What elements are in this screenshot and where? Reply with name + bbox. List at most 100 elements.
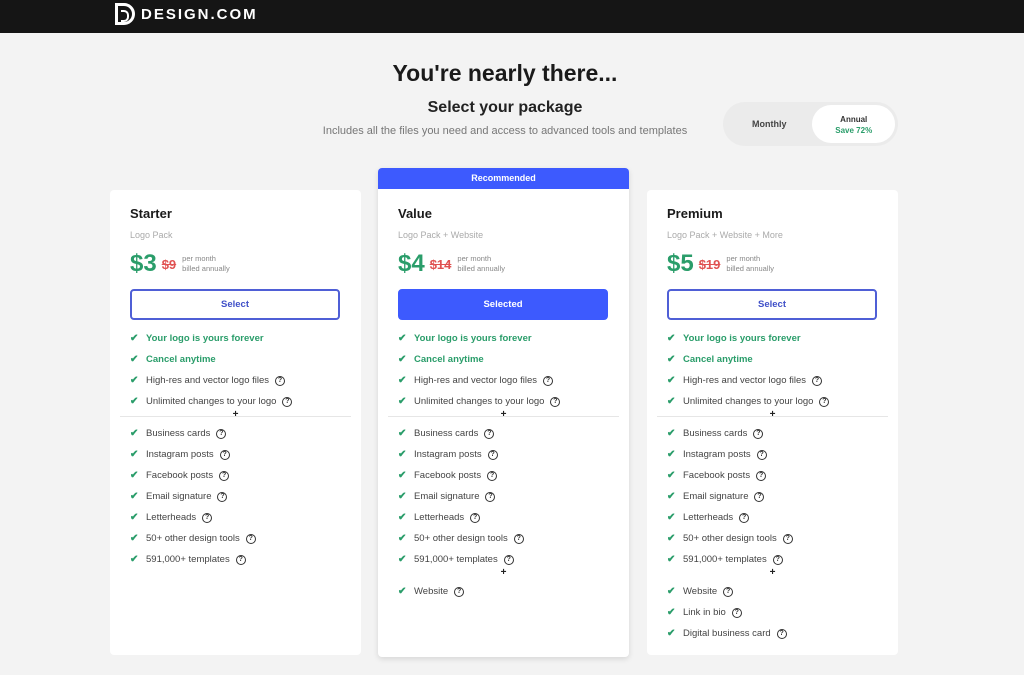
check-icon: ✔ xyxy=(667,533,676,544)
help-icon[interactable]: ? xyxy=(217,491,228,502)
help-icon[interactable]: ? xyxy=(487,470,498,481)
price-note: per month billed annually xyxy=(182,254,230,274)
check-icon: ✔ xyxy=(398,396,407,407)
feature-item: ✔ High-res and vector logo files? xyxy=(398,370,609,391)
select-plan-button[interactable]: Select xyxy=(667,289,877,320)
check-icon: ✔ xyxy=(130,375,139,386)
feature-item: ✔ Facebook posts? xyxy=(398,465,609,486)
toggle-monthly[interactable]: Monthly xyxy=(751,119,787,129)
help-icon[interactable]: ? xyxy=(219,449,230,460)
feature-item: ✔ High-res and vector logo files? xyxy=(667,370,878,391)
check-icon: ✔ xyxy=(667,607,676,618)
check-icon: ✔ xyxy=(667,491,676,502)
help-icon[interactable]: ? xyxy=(776,628,787,639)
help-icon[interactable]: ? xyxy=(782,533,793,544)
feature-item: ✔ Cancel anytime xyxy=(398,349,609,370)
top-bar: DESIGN.COM xyxy=(0,0,1024,33)
help-icon[interactable]: ? xyxy=(754,491,765,502)
feature-item: ✔ Instagram posts? xyxy=(130,444,341,465)
feature-label: Website xyxy=(683,586,718,597)
select-plan-button[interactable]: Selected xyxy=(398,289,608,320)
help-icon[interactable]: ? xyxy=(731,607,742,618)
help-icon[interactable]: ? xyxy=(470,512,481,523)
help-icon[interactable]: ? xyxy=(756,449,767,460)
help-icon[interactable]: ? xyxy=(485,491,496,502)
price-note: per month billed annually xyxy=(457,254,505,274)
help-icon[interactable]: ? xyxy=(756,470,767,481)
select-plan-button[interactable]: Select xyxy=(130,289,340,320)
feature-label: Letterheads xyxy=(683,512,734,523)
plan-subtitle: Logo Pack + Website xyxy=(398,230,484,240)
check-icon: ✔ xyxy=(398,428,407,439)
feature-label: Instagram posts xyxy=(146,449,214,460)
feature-item: ✔ Cancel anytime xyxy=(130,349,341,370)
check-icon: ✔ xyxy=(398,470,407,481)
help-icon[interactable]: ? xyxy=(739,512,750,523)
help-icon[interactable]: ? xyxy=(282,396,293,407)
brand-logo[interactable]: DESIGN.COM xyxy=(115,3,258,25)
help-icon[interactable]: ? xyxy=(819,396,830,407)
feature-item: ✔ High-res and vector logo files? xyxy=(130,370,341,391)
help-icon[interactable]: ? xyxy=(543,375,554,386)
toggle-annual[interactable]: Annual Save 72% xyxy=(812,105,895,143)
feature-item: ✔ Business cards? xyxy=(667,423,878,444)
help-icon[interactable]: ? xyxy=(550,396,561,407)
feature-item: ✔ Letterheads? xyxy=(130,507,341,528)
help-icon[interactable]: ? xyxy=(202,512,213,523)
check-icon: ✔ xyxy=(398,586,407,597)
feature-label: High-res and vector logo files xyxy=(414,375,538,386)
feature-label: Email signature xyxy=(683,491,749,502)
feature-label: Instagram posts xyxy=(683,449,751,460)
help-icon[interactable]: ? xyxy=(723,586,734,597)
help-icon[interactable]: ? xyxy=(513,533,524,544)
plan-card-value: Recommended Value Logo Pack + Website $4 $14… xyxy=(378,168,629,657)
feature-item: ✔ Website? xyxy=(667,581,878,602)
feature-label: Business cards xyxy=(414,428,479,439)
plus-icon: + xyxy=(500,567,507,578)
help-icon[interactable]: ? xyxy=(753,428,764,439)
feature-label: Unlimited changes to your logo xyxy=(683,396,814,407)
check-icon: ✔ xyxy=(667,554,676,565)
help-icon[interactable]: ? xyxy=(772,554,783,565)
feature-label: Letterheads xyxy=(414,512,465,523)
feature-label: Business cards xyxy=(146,428,211,439)
old-price: $9 xyxy=(161,256,177,272)
feature-label: High-res and vector logo files xyxy=(146,375,270,386)
plus-icon: + xyxy=(769,567,776,578)
check-icon: ✔ xyxy=(667,512,676,523)
plan-name: Value xyxy=(398,206,432,221)
help-icon[interactable]: ? xyxy=(487,449,498,460)
help-icon[interactable]: ? xyxy=(812,375,823,386)
page-subtitle: Select your package xyxy=(427,99,583,116)
feature-label: 50+ other design tools xyxy=(414,533,508,544)
help-icon[interactable]: ? xyxy=(245,533,256,544)
feature-item: ✔ Facebook posts? xyxy=(667,465,878,486)
check-icon: ✔ xyxy=(130,554,139,565)
current-price: $4 xyxy=(398,250,425,277)
check-icon: ✔ xyxy=(667,470,676,481)
help-icon[interactable]: ? xyxy=(216,428,227,439)
check-icon: ✔ xyxy=(398,375,407,386)
annual-label: Annual xyxy=(840,115,868,124)
help-icon[interactable]: ? xyxy=(275,375,286,386)
feature-label: High-res and vector logo files xyxy=(683,375,807,386)
feature-item: ✔ Digital business card? xyxy=(667,623,878,644)
divider: + xyxy=(388,409,619,423)
check-icon: ✔ xyxy=(667,428,676,439)
feature-item: ✔ Instagram posts? xyxy=(667,444,878,465)
help-icon[interactable]: ? xyxy=(454,586,465,597)
check-icon: ✔ xyxy=(667,375,676,386)
divider: + xyxy=(120,409,351,423)
price-row: $3 $9 per month billed annually xyxy=(130,250,341,278)
feature-item: ✔ Unlimited changes to your logo? xyxy=(130,391,341,412)
divider: + xyxy=(657,409,888,423)
check-icon: ✔ xyxy=(130,333,139,344)
help-icon[interactable]: ? xyxy=(503,554,514,565)
check-icon: ✔ xyxy=(667,586,676,597)
page-title: You're nearly there... xyxy=(392,60,618,86)
feature-item: ✔ Link in bio? xyxy=(667,602,878,623)
feature-label: Unlimited changes to your logo xyxy=(146,396,277,407)
help-icon[interactable]: ? xyxy=(235,554,246,565)
help-icon[interactable]: ? xyxy=(484,428,495,439)
help-icon[interactable]: ? xyxy=(219,470,230,481)
